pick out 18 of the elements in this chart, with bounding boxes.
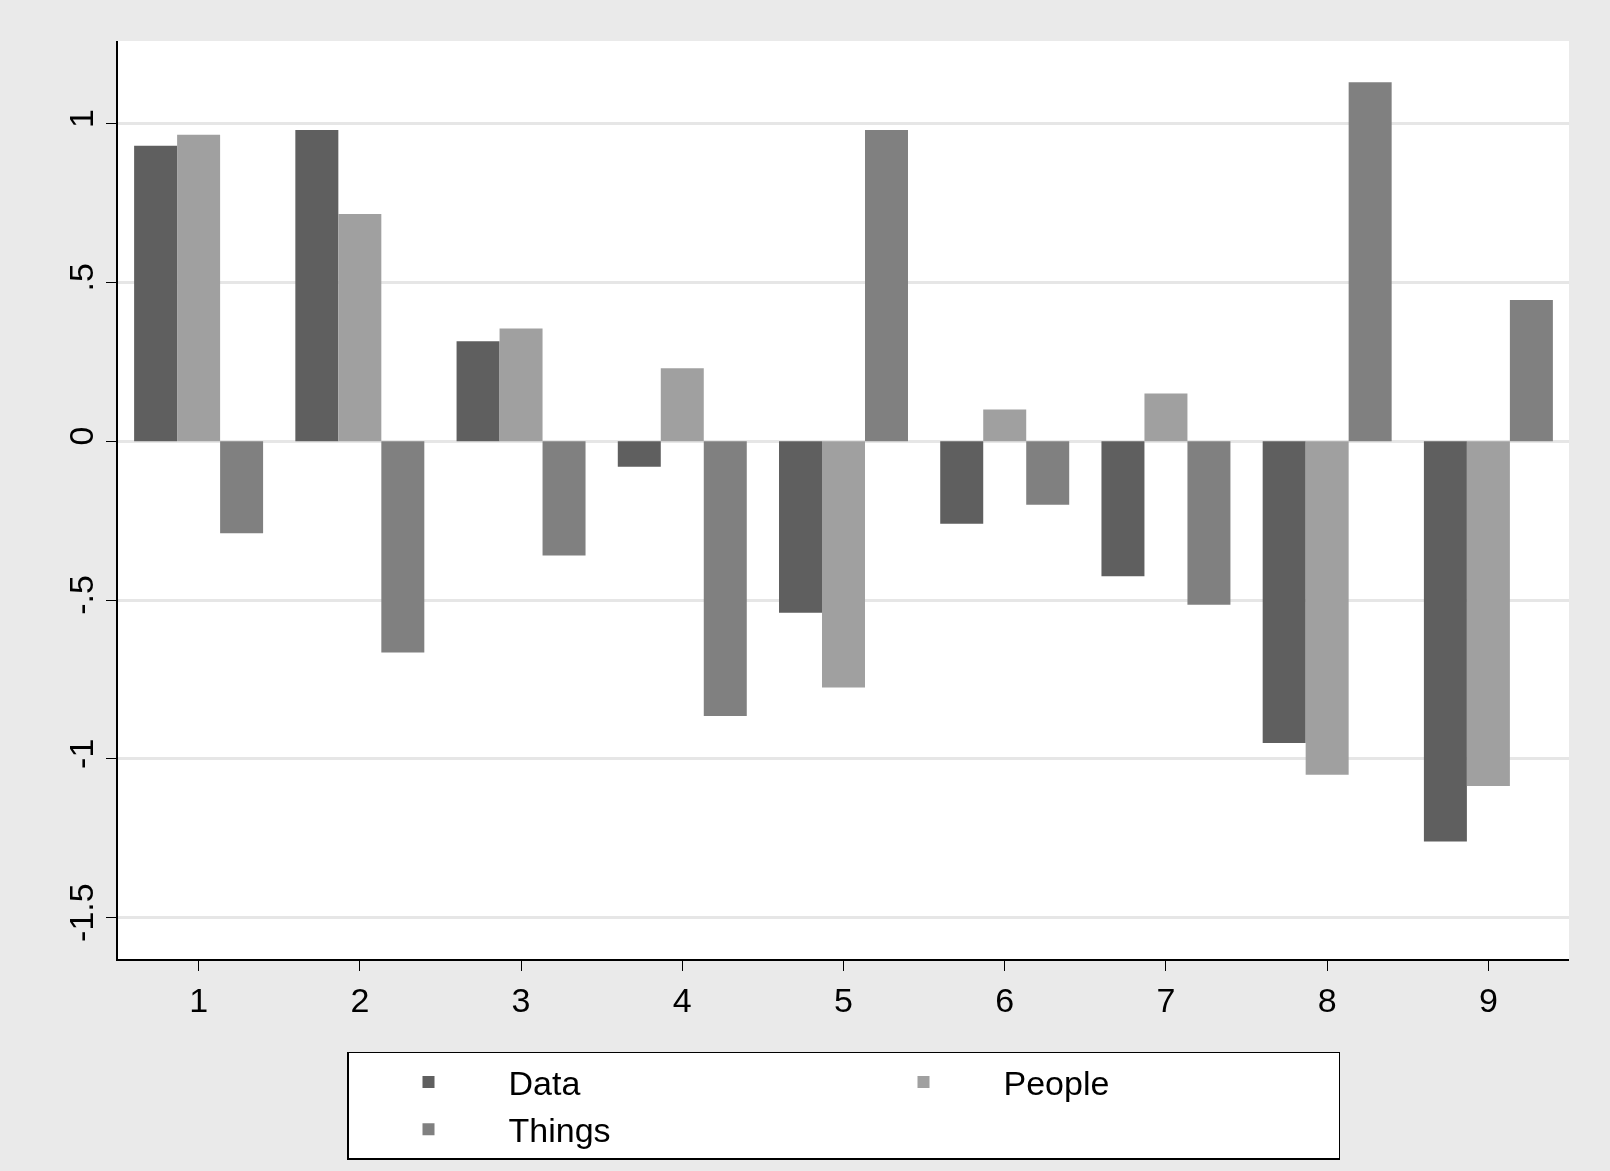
y-tick-label: 1 <box>61 109 100 128</box>
x-tick-label: 1 <box>189 980 209 1019</box>
x-tick-label: 5 <box>834 980 853 1019</box>
y-tick-label: .5 <box>61 263 100 292</box>
legend-label: Data <box>508 1064 581 1103</box>
x-tick-label: 8 <box>1317 980 1337 1019</box>
y-tick-label: 0 <box>61 426 100 446</box>
x-tick-label: 7 <box>1156 980 1176 1019</box>
x-tick-label: 4 <box>672 980 692 1019</box>
x-tick-label: 9 <box>1478 980 1498 1019</box>
x-tick-label: 3 <box>511 980 531 1019</box>
y-tick-label: -.5 <box>61 575 100 615</box>
y-tick-label: -1 <box>61 738 100 769</box>
y-tick-label: -1.5 <box>61 883 100 942</box>
legend-label: People <box>1003 1064 1110 1103</box>
legend-label: Things <box>508 1111 611 1150</box>
x-tick-label: 6 <box>995 980 1015 1019</box>
x-tick-label: 2 <box>350 980 370 1019</box>
